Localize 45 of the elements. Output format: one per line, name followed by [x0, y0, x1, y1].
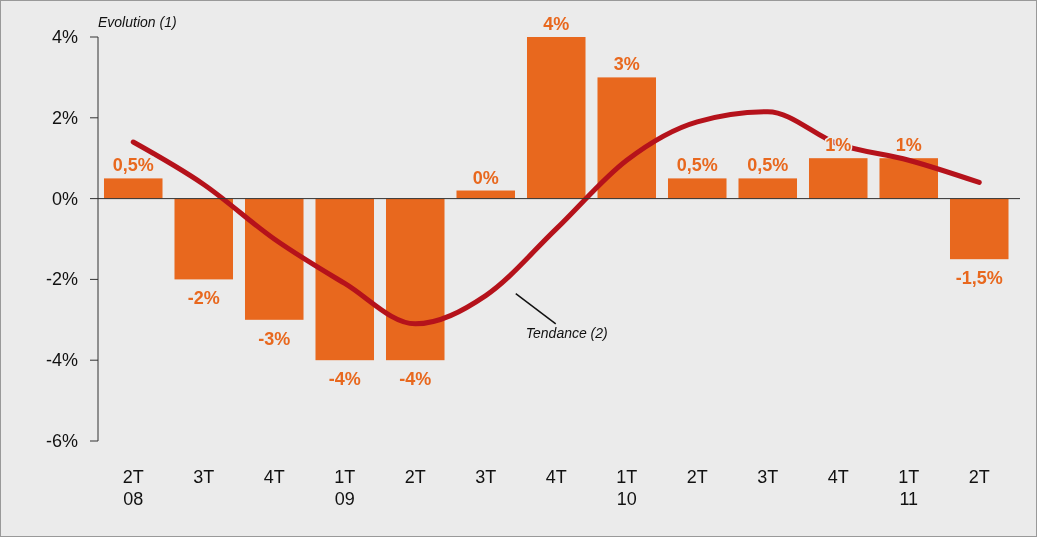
- y-tick-label: 4%: [51, 27, 78, 47]
- data-label: 0,5%: [112, 155, 154, 176]
- y-tick-label: -4%: [45, 350, 78, 371]
- bar: [174, 198, 234, 280]
- data-label: -4%: [328, 369, 361, 390]
- x-tick-label: 4T: [263, 467, 285, 487]
- data-label: 0%: [472, 167, 499, 188]
- x-tick-label: 1T 09: [334, 467, 356, 509]
- bar: [244, 198, 304, 320]
- bar: [103, 178, 163, 199]
- y-tick-label: -6%: [45, 431, 78, 451]
- data-label: 0,5%: [747, 155, 789, 176]
- y-tick-label: -2%: [45, 269, 78, 290]
- text: Tendance (2): [525, 324, 608, 341]
- bar: [526, 37, 586, 199]
- bar: [597, 77, 657, 199]
- x-tick-label: 2T 08: [122, 467, 144, 509]
- x-tick-label: 3T: [475, 467, 497, 487]
- bar: [879, 158, 939, 199]
- data-label: -3%: [258, 328, 291, 349]
- x-tick-label: 2T: [404, 467, 426, 487]
- data-label: -2%: [187, 288, 220, 309]
- y-axis-title: Evolution (1): [98, 14, 177, 30]
- bar: [738, 178, 798, 199]
- bar: [808, 158, 868, 199]
- x-tick-label: 2T: [968, 467, 990, 487]
- data-label: 4%: [543, 14, 570, 34]
- x-tick-label: 4T: [827, 467, 849, 487]
- data-label: 0,5%: [676, 155, 718, 176]
- bar: [385, 198, 445, 361]
- bar: [949, 198, 1009, 260]
- data-label: -1,5%: [955, 268, 1003, 289]
- bar: [315, 198, 375, 361]
- x-tick-label: 1T 11: [898, 467, 920, 509]
- x-tick-label: 4T: [545, 467, 567, 487]
- y-tick-label: 0%: [51, 188, 78, 209]
- bar: [667, 178, 727, 199]
- y-tick-label: 2%: [51, 107, 78, 128]
- data-label: 3%: [613, 54, 640, 75]
- x-tick-label: 3T: [193, 467, 215, 487]
- x-tick-label: 2T: [686, 467, 708, 487]
- x-tick-label: 3T: [757, 467, 779, 487]
- data-label: 1%: [895, 135, 922, 156]
- x-tick-label: 1T 10: [616, 467, 638, 509]
- data-label: -4%: [399, 369, 432, 390]
